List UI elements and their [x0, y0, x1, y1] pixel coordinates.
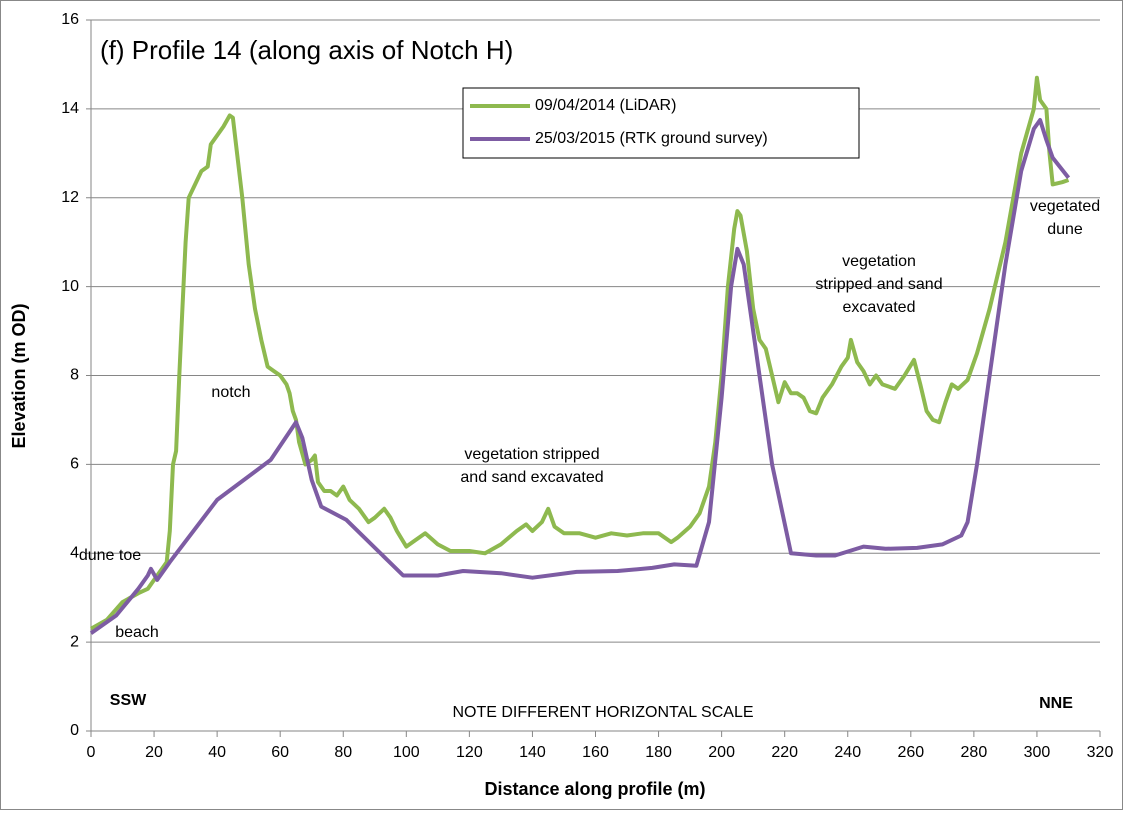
- chart-title: (f) Profile 14 (along axis of Notch H): [100, 35, 513, 65]
- annotation: vegetation stripped: [464, 446, 599, 463]
- legend-box: [462, 87, 860, 159]
- x-tick-label: 180: [645, 744, 672, 761]
- x-tick-label: 140: [519, 744, 546, 761]
- annotation: stripped and sand: [815, 276, 942, 293]
- x-tick-label: 80: [334, 744, 352, 761]
- annotation: and sand excavated: [460, 469, 603, 486]
- annotation: SSW: [110, 692, 147, 709]
- annotation: beach: [115, 624, 159, 641]
- y-axis-title: Elevation (m OD): [9, 303, 29, 448]
- x-tick-label: 40: [208, 744, 226, 761]
- x-tick-label: 280: [961, 744, 988, 761]
- x-tick-label: 220: [771, 744, 798, 761]
- x-tick-label: 60: [271, 744, 289, 761]
- y-tick-label: 4: [70, 544, 79, 561]
- y-tick-label: 16: [61, 11, 79, 28]
- series-line: [90, 75, 1070, 631]
- y-tick-label: 12: [61, 189, 79, 206]
- x-tick-label: 120: [456, 744, 483, 761]
- y-tick-label: 10: [61, 278, 79, 295]
- annotation: vegetation: [842, 253, 916, 270]
- x-tick-label: 320: [1087, 744, 1114, 761]
- y-tick-label: 0: [70, 722, 79, 739]
- series-line: [89, 118, 1071, 635]
- annotation: vegetated: [1030, 198, 1100, 215]
- x-axis-title: Distance along profile (m): [484, 779, 705, 799]
- annotation: excavated: [843, 299, 916, 316]
- y-tick-label: 6: [70, 456, 79, 473]
- annotation: NOTE DIFFERENT HORIZONTAL SCALE: [452, 704, 753, 721]
- y-tick-label: 8: [70, 367, 79, 384]
- annotation: dune toe: [79, 547, 141, 564]
- annotation: NNE: [1039, 695, 1073, 712]
- x-tick-label: 260: [897, 744, 924, 761]
- x-tick-label: 200: [708, 744, 735, 761]
- legend-label: 25/03/2015 (RTK ground survey): [535, 130, 768, 147]
- x-tick-label: 20: [145, 744, 163, 761]
- x-tick-label: 100: [393, 744, 420, 761]
- legend: 09/04/2014 (LiDAR) 25/03/2015 (RTK ground…: [462, 87, 860, 159]
- annotation: dune: [1047, 221, 1083, 238]
- x-tick-label: 240: [834, 744, 861, 761]
- y-tick-label: 2: [70, 633, 79, 650]
- y-tick-label: 14: [61, 100, 79, 117]
- annotation: notch: [211, 384, 250, 401]
- x-tick-label: 0: [87, 744, 96, 761]
- x-tick-label: 300: [1024, 744, 1051, 761]
- x-tick-label: 160: [582, 744, 609, 761]
- legend-label: 09/04/2014 (LiDAR): [535, 97, 676, 114]
